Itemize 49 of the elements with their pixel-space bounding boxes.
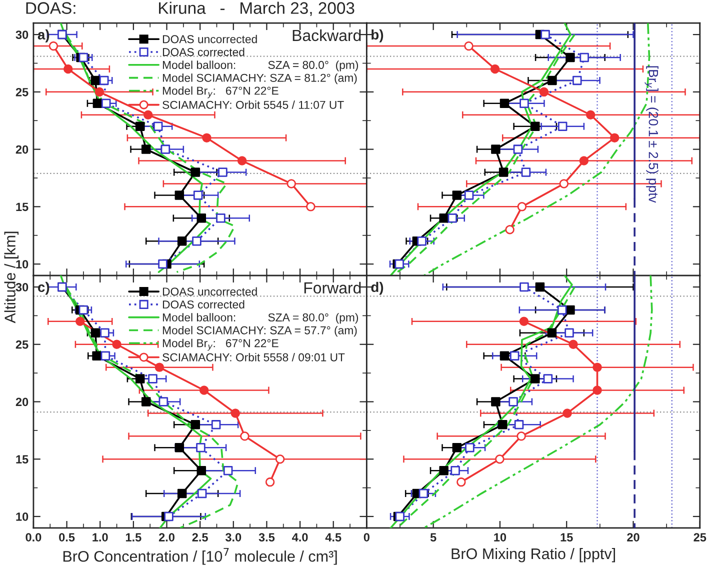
y-tick-label: 10 <box>16 512 28 521</box>
x-tick-label: 10 <box>494 533 506 542</box>
x-tick-label: 4.5 <box>325 533 342 542</box>
legend-label: Model SCIAMACHY: SZA = 57.7° (am) <box>162 326 357 337</box>
legend-label: Model Br$_{y}$: 67°N 22°E <box>162 338 278 351</box>
x-tick-label: 15 <box>560 533 573 542</box>
legend-label: DOAS uncorrected <box>162 287 257 296</box>
y-tick-label: 20 <box>16 145 28 154</box>
x-tick-label: 20 <box>627 533 640 542</box>
legend-label: SCIAMACHY: Orbit 5545 / 11:07 UT <box>162 100 344 109</box>
annotation: Backward <box>292 29 361 42</box>
legend-label: Model balloon: SZA = 80.0° (pm) <box>162 60 358 72</box>
annotation: a) <box>38 29 50 42</box>
x-tick-label: 0.5 <box>59 533 75 542</box>
legend-label: Model SCIAMACHY: SZA = 81.2° (am) <box>162 74 357 84</box>
x-tick-label: 2.5 <box>192 533 208 542</box>
x-tick-label: 3.5 <box>258 533 275 542</box>
annotation: d) <box>371 282 384 295</box>
legend-label: DOAS corrected <box>162 48 244 56</box>
text: DOAS: <box>26 2 76 14</box>
annotation: Forward <box>304 282 361 294</box>
y-tick-label: 20 <box>16 398 28 406</box>
x-tick-label: 1.5 <box>126 533 142 542</box>
chart-title: Kiruna - March 23, 2003 <box>159 2 354 16</box>
y-tick-label: 25 <box>16 88 28 96</box>
x-tick-label: 4.0 <box>292 533 308 542</box>
x-tick-label: 5 <box>430 533 436 542</box>
x-tick-label: 2.0 <box>158 533 174 542</box>
y-tick-label: 30 <box>16 30 28 39</box>
y-tick-label: 15 <box>16 202 28 212</box>
annotation: b) <box>372 29 384 42</box>
x-tick-label: 25 <box>694 533 706 542</box>
legend-label: Model balloon: SZA = 80.0° (pm) <box>162 313 358 324</box>
annotation: [Br$_{y}$] = (20.1 ± 2.5) pptv <box>644 66 658 203</box>
x-tick-label: 0.0 <box>26 533 42 542</box>
y-tick-label: 30 <box>16 283 28 292</box>
x-tick-label: 3.0 <box>225 533 242 542</box>
y-tick-label: 10 <box>16 260 28 268</box>
x-axis-title: BrO Mixing Ratio / [pptv] <box>452 548 615 562</box>
y-tick-label: 15 <box>16 455 28 464</box>
y-tick-label: 25 <box>16 340 28 349</box>
x-tick-label: 1.0 <box>92 533 108 542</box>
legend-label: SCIAMACHY: Orbit 5558 / 09:01 UT <box>162 352 345 362</box>
legend-label: Model Br$_{y}$: 67°N 22°E <box>162 86 278 98</box>
annotation: c) <box>38 282 50 295</box>
x-axis-title: BrO Concentration / [10$^{7}$ molecule / cm³] <box>63 548 337 565</box>
legend-label: DOAS uncorrected <box>162 34 257 44</box>
x-tick-label: 0 <box>364 533 370 542</box>
legend-label: DOAS corrected <box>162 300 244 309</box>
